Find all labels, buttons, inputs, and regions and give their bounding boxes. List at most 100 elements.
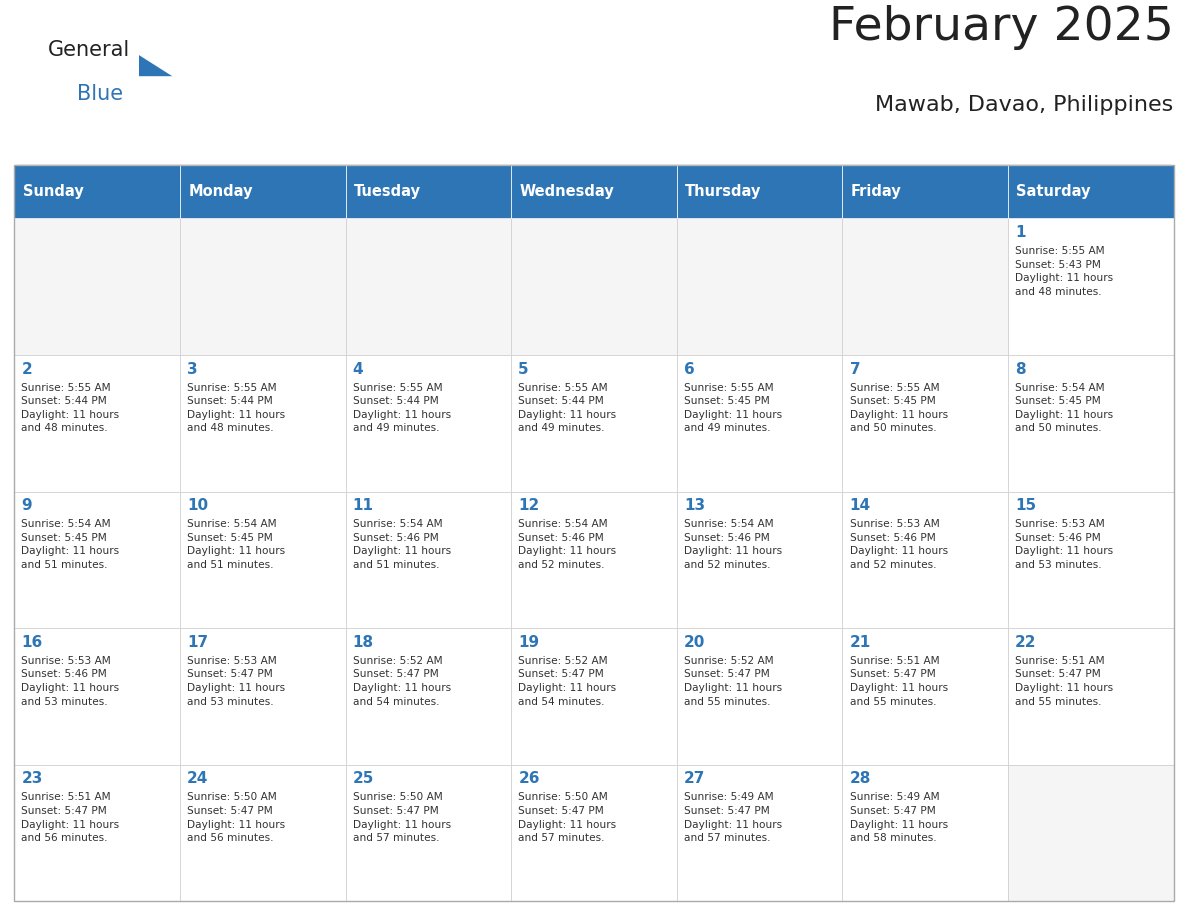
Polygon shape	[139, 55, 172, 76]
Text: General: General	[48, 39, 129, 60]
Bar	[677, 218, 842, 355]
Text: 17: 17	[187, 634, 208, 650]
Text: Sunrise: 5:52 AM
Sunset: 5:47 PM
Daylight: 11 hours
and 54 minutes.: Sunrise: 5:52 AM Sunset: 5:47 PM Dayligh…	[353, 655, 450, 707]
Text: 26: 26	[518, 771, 539, 787]
Bar	[1009, 492, 1174, 628]
Text: 16: 16	[21, 634, 43, 650]
Text: Sunrise: 5:54 AM
Sunset: 5:45 PM
Daylight: 11 hours
and 50 minutes.: Sunrise: 5:54 AM Sunset: 5:45 PM Dayligh…	[1016, 383, 1113, 433]
Bar	[511, 628, 677, 765]
Bar	[842, 165, 1009, 218]
Bar	[511, 765, 677, 901]
Text: Sunrise: 5:52 AM
Sunset: 5:47 PM
Daylight: 11 hours
and 54 minutes.: Sunrise: 5:52 AM Sunset: 5:47 PM Dayligh…	[518, 655, 617, 707]
Bar	[14, 218, 179, 355]
Bar	[1009, 218, 1174, 355]
Text: Sunrise: 5:53 AM
Sunset: 5:46 PM
Daylight: 11 hours
and 53 minutes.: Sunrise: 5:53 AM Sunset: 5:46 PM Dayligh…	[1016, 520, 1113, 570]
Bar	[1009, 765, 1174, 901]
Bar	[179, 355, 346, 492]
Bar	[14, 492, 179, 628]
Bar	[346, 628, 511, 765]
Text: Sunrise: 5:49 AM
Sunset: 5:47 PM
Daylight: 11 hours
and 58 minutes.: Sunrise: 5:49 AM Sunset: 5:47 PM Dayligh…	[849, 792, 948, 844]
Text: Sunrise: 5:53 AM
Sunset: 5:46 PM
Daylight: 11 hours
and 53 minutes.: Sunrise: 5:53 AM Sunset: 5:46 PM Dayligh…	[21, 655, 120, 707]
Bar	[14, 165, 1174, 901]
Bar	[677, 765, 842, 901]
Text: 5: 5	[518, 362, 529, 376]
Bar	[1009, 355, 1174, 492]
Text: Sunrise: 5:55 AM
Sunset: 5:44 PM
Daylight: 11 hours
and 49 minutes.: Sunrise: 5:55 AM Sunset: 5:44 PM Dayligh…	[353, 383, 450, 433]
Text: 12: 12	[518, 498, 539, 513]
Text: Sunrise: 5:50 AM
Sunset: 5:47 PM
Daylight: 11 hours
and 57 minutes.: Sunrise: 5:50 AM Sunset: 5:47 PM Dayligh…	[518, 792, 617, 844]
Text: Sunrise: 5:50 AM
Sunset: 5:47 PM
Daylight: 11 hours
and 56 minutes.: Sunrise: 5:50 AM Sunset: 5:47 PM Dayligh…	[187, 792, 285, 844]
Bar	[511, 165, 677, 218]
Text: Sunrise: 5:51 AM
Sunset: 5:47 PM
Daylight: 11 hours
and 55 minutes.: Sunrise: 5:51 AM Sunset: 5:47 PM Dayligh…	[1016, 655, 1113, 707]
Bar	[842, 765, 1009, 901]
Bar	[346, 218, 511, 355]
Text: Monday: Monday	[188, 185, 253, 199]
Text: 2: 2	[21, 362, 32, 376]
Bar	[346, 165, 511, 218]
Bar	[1009, 165, 1174, 218]
Text: Sunrise: 5:54 AM
Sunset: 5:46 PM
Daylight: 11 hours
and 51 minutes.: Sunrise: 5:54 AM Sunset: 5:46 PM Dayligh…	[353, 520, 450, 570]
Text: Sunrise: 5:55 AM
Sunset: 5:44 PM
Daylight: 11 hours
and 48 minutes.: Sunrise: 5:55 AM Sunset: 5:44 PM Dayligh…	[187, 383, 285, 433]
Text: Tuesday: Tuesday	[354, 185, 421, 199]
Text: Sunrise: 5:53 AM
Sunset: 5:46 PM
Daylight: 11 hours
and 52 minutes.: Sunrise: 5:53 AM Sunset: 5:46 PM Dayligh…	[849, 520, 948, 570]
Text: Sunrise: 5:55 AM
Sunset: 5:45 PM
Daylight: 11 hours
and 49 minutes.: Sunrise: 5:55 AM Sunset: 5:45 PM Dayligh…	[684, 383, 782, 433]
Text: 28: 28	[849, 771, 871, 787]
Text: 9: 9	[21, 498, 32, 513]
Text: Sunday: Sunday	[23, 185, 83, 199]
Text: 1: 1	[1016, 225, 1025, 240]
Text: 23: 23	[21, 771, 43, 787]
Text: 15: 15	[1016, 498, 1036, 513]
Text: 11: 11	[353, 498, 374, 513]
Text: 6: 6	[684, 362, 695, 376]
Bar	[511, 492, 677, 628]
Bar	[14, 765, 179, 901]
Bar	[677, 492, 842, 628]
Text: 18: 18	[353, 634, 374, 650]
Text: Sunrise: 5:54 AM
Sunset: 5:45 PM
Daylight: 11 hours
and 51 minutes.: Sunrise: 5:54 AM Sunset: 5:45 PM Dayligh…	[187, 520, 285, 570]
Text: Sunrise: 5:54 AM
Sunset: 5:45 PM
Daylight: 11 hours
and 51 minutes.: Sunrise: 5:54 AM Sunset: 5:45 PM Dayligh…	[21, 520, 120, 570]
Text: Sunrise: 5:53 AM
Sunset: 5:47 PM
Daylight: 11 hours
and 53 minutes.: Sunrise: 5:53 AM Sunset: 5:47 PM Dayligh…	[187, 655, 285, 707]
Text: Wednesday: Wednesday	[519, 185, 614, 199]
Text: Sunrise: 5:55 AM
Sunset: 5:43 PM
Daylight: 11 hours
and 48 minutes.: Sunrise: 5:55 AM Sunset: 5:43 PM Dayligh…	[1016, 246, 1113, 297]
Text: 27: 27	[684, 771, 706, 787]
Text: Saturday: Saturday	[1017, 185, 1091, 199]
Text: 19: 19	[518, 634, 539, 650]
Bar	[179, 765, 346, 901]
Bar	[842, 355, 1009, 492]
Text: 22: 22	[1016, 634, 1037, 650]
Text: 4: 4	[353, 362, 364, 376]
Text: 7: 7	[849, 362, 860, 376]
Text: Blue: Blue	[77, 84, 124, 104]
Text: Sunrise: 5:55 AM
Sunset: 5:44 PM
Daylight: 11 hours
and 49 minutes.: Sunrise: 5:55 AM Sunset: 5:44 PM Dayligh…	[518, 383, 617, 433]
Text: Mawab, Davao, Philippines: Mawab, Davao, Philippines	[876, 95, 1174, 115]
Text: Friday: Friday	[851, 185, 902, 199]
Text: 3: 3	[187, 362, 197, 376]
Bar	[14, 628, 179, 765]
Bar	[677, 628, 842, 765]
Bar	[842, 628, 1009, 765]
Text: 20: 20	[684, 634, 706, 650]
Text: 25: 25	[353, 771, 374, 787]
Text: 10: 10	[187, 498, 208, 513]
Text: 14: 14	[849, 498, 871, 513]
Bar	[511, 218, 677, 355]
Text: 21: 21	[849, 634, 871, 650]
Text: 8: 8	[1016, 362, 1026, 376]
Text: Sunrise: 5:55 AM
Sunset: 5:45 PM
Daylight: 11 hours
and 50 minutes.: Sunrise: 5:55 AM Sunset: 5:45 PM Dayligh…	[849, 383, 948, 433]
Bar	[179, 492, 346, 628]
Bar	[677, 165, 842, 218]
Text: 13: 13	[684, 498, 704, 513]
Text: Sunrise: 5:52 AM
Sunset: 5:47 PM
Daylight: 11 hours
and 55 minutes.: Sunrise: 5:52 AM Sunset: 5:47 PM Dayligh…	[684, 655, 782, 707]
Bar	[346, 355, 511, 492]
Text: Sunrise: 5:49 AM
Sunset: 5:47 PM
Daylight: 11 hours
and 57 minutes.: Sunrise: 5:49 AM Sunset: 5:47 PM Dayligh…	[684, 792, 782, 844]
Text: Sunrise: 5:51 AM
Sunset: 5:47 PM
Daylight: 11 hours
and 55 minutes.: Sunrise: 5:51 AM Sunset: 5:47 PM Dayligh…	[849, 655, 948, 707]
Text: February 2025: February 2025	[829, 6, 1174, 50]
Text: Sunrise: 5:54 AM
Sunset: 5:46 PM
Daylight: 11 hours
and 52 minutes.: Sunrise: 5:54 AM Sunset: 5:46 PM Dayligh…	[518, 520, 617, 570]
Text: Sunrise: 5:54 AM
Sunset: 5:46 PM
Daylight: 11 hours
and 52 minutes.: Sunrise: 5:54 AM Sunset: 5:46 PM Dayligh…	[684, 520, 782, 570]
Bar	[677, 355, 842, 492]
Bar	[14, 355, 179, 492]
Bar	[842, 492, 1009, 628]
Bar	[1009, 628, 1174, 765]
Bar	[346, 492, 511, 628]
Bar	[842, 218, 1009, 355]
